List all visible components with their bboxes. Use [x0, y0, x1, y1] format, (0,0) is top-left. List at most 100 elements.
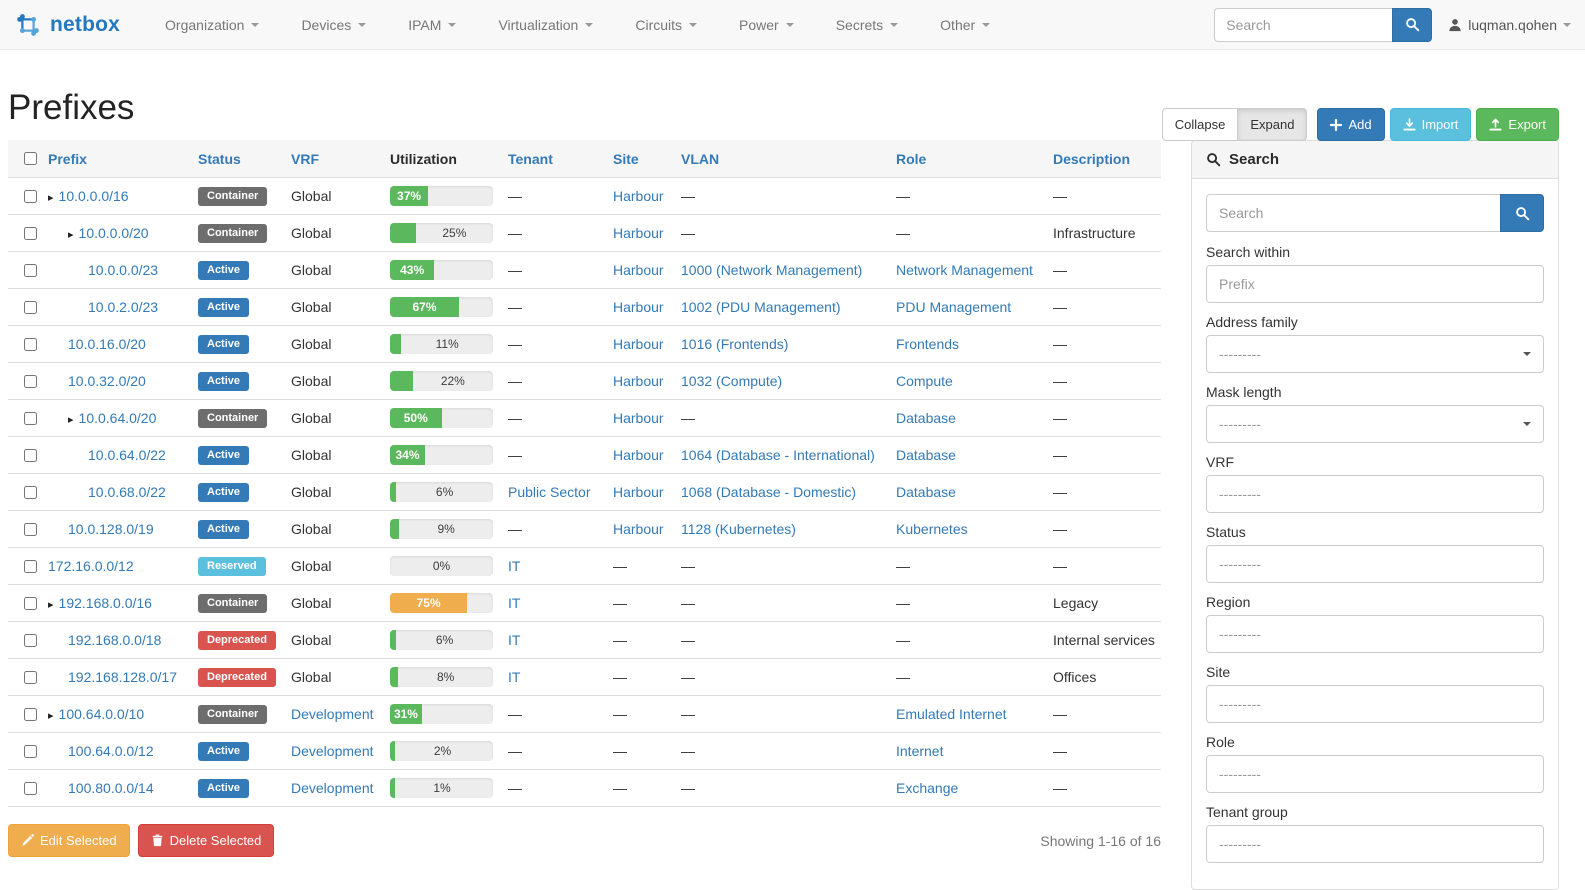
- prefix-link[interactable]: 10.0.16.0/20: [68, 336, 146, 352]
- prefix-link[interactable]: 10.0.64.0/20: [78, 410, 157, 426]
- prefix-link[interactable]: 172.16.0.0/12: [48, 558, 134, 574]
- role-link[interactable]: Exchange: [896, 780, 959, 796]
- row-checkbox[interactable]: [24, 485, 37, 499]
- vlan-link[interactable]: 1002 (PDU Management): [681, 299, 841, 315]
- role-link[interactable]: PDU Management: [896, 299, 1012, 315]
- global-search-button[interactable]: [1392, 7, 1433, 42]
- select-all-checkbox[interactable]: [24, 152, 37, 165]
- site-link[interactable]: Harbour: [613, 373, 664, 389]
- role-link[interactable]: Kubernetes: [896, 521, 968, 537]
- row-checkbox[interactable]: [24, 189, 37, 203]
- role-link[interactable]: Emulated Internet: [896, 706, 1007, 722]
- column-header-prefix[interactable]: Prefix: [40, 140, 190, 178]
- brand-home-link[interactable]: netbox: [14, 11, 120, 39]
- expand-caret-icon[interactable]: ▸: [68, 414, 74, 426]
- site-link[interactable]: Harbour: [613, 410, 664, 426]
- vrf-link[interactable]: Development: [291, 743, 374, 759]
- nav-menu-secrets[interactable]: Secrets: [815, 0, 919, 50]
- filter-select-mask-length[interactable]: ---------: [1206, 405, 1544, 443]
- row-checkbox[interactable]: [24, 522, 37, 536]
- filter-select-address-family[interactable]: ---------: [1206, 335, 1544, 373]
- role-link[interactable]: Database: [896, 484, 956, 500]
- column-header-status[interactable]: Status: [190, 140, 283, 178]
- row-checkbox[interactable]: [24, 226, 37, 240]
- nav-menu-other[interactable]: Other: [919, 0, 1011, 50]
- row-checkbox[interactable]: [24, 374, 37, 388]
- prefix-link[interactable]: 192.168.0.0/16: [58, 595, 152, 611]
- column-header-description[interactable]: Description: [1045, 140, 1161, 178]
- row-checkbox[interactable]: [24, 448, 37, 462]
- global-search-input[interactable]: [1214, 7, 1393, 42]
- row-checkbox[interactable]: [24, 559, 37, 573]
- user-menu[interactable]: luqman.qohen: [1448, 17, 1571, 33]
- role-link[interactable]: Database: [896, 410, 956, 426]
- vlan-link[interactable]: 1000 (Network Management): [681, 262, 863, 278]
- site-link[interactable]: Harbour: [613, 262, 664, 278]
- nav-menu-organization[interactable]: Organization: [144, 0, 280, 50]
- role-link[interactable]: Internet: [896, 743, 944, 759]
- expand-caret-icon[interactable]: ▸: [68, 229, 74, 241]
- prefix-link[interactable]: 100.80.0.0/14: [68, 780, 154, 796]
- nav-menu-circuits[interactable]: Circuits: [614, 0, 718, 50]
- filter-select-tenant-group[interactable]: ---------: [1206, 825, 1544, 863]
- filter-select-vrf[interactable]: ---------: [1206, 475, 1544, 513]
- role-link[interactable]: Compute: [896, 373, 953, 389]
- row-checkbox[interactable]: [24, 411, 37, 425]
- role-link[interactable]: Frontends: [896, 336, 960, 352]
- filter-select-status[interactable]: ---------: [1206, 545, 1544, 583]
- prefix-link[interactable]: 100.64.0.0/12: [68, 743, 154, 759]
- column-header-vlan[interactable]: VLAN: [673, 140, 888, 178]
- prefix-link[interactable]: 10.0.68.0/22: [88, 484, 166, 500]
- row-checkbox[interactable]: [24, 263, 37, 277]
- vlan-link[interactable]: 1064 (Database - International): [681, 447, 875, 463]
- vrf-link[interactable]: Development: [291, 780, 374, 796]
- vlan-link[interactable]: 1068 (Database - Domestic): [681, 484, 857, 500]
- nav-menu-ipam[interactable]: IPAM: [387, 0, 477, 50]
- site-link[interactable]: Harbour: [613, 484, 664, 500]
- column-header-vrf[interactable]: VRF: [283, 140, 382, 178]
- role-link[interactable]: Database: [896, 447, 956, 463]
- prefix-link[interactable]: 10.0.64.0/22: [88, 447, 166, 463]
- site-link[interactable]: Harbour: [613, 521, 664, 537]
- edit-selected-button[interactable]: Edit Selected: [8, 824, 130, 857]
- import-button[interactable]: Import: [1389, 108, 1472, 141]
- expand-caret-icon[interactable]: ▸: [48, 599, 54, 611]
- prefix-link[interactable]: 10.0.32.0/20: [68, 373, 146, 389]
- row-checkbox[interactable]: [24, 781, 37, 795]
- prefix-link[interactable]: 10.0.0.0/16: [58, 188, 129, 204]
- filter-input-search-within[interactable]: [1206, 265, 1544, 303]
- filter-select-site[interactable]: ---------: [1206, 685, 1544, 723]
- expand-caret-icon[interactable]: ▸: [48, 710, 54, 722]
- row-checkbox[interactable]: [24, 300, 37, 314]
- expand-caret-icon[interactable]: ▸: [48, 192, 54, 204]
- filter-select-region[interactable]: ---------: [1206, 615, 1544, 653]
- tenant-link[interactable]: IT: [508, 595, 521, 611]
- tenant-link[interactable]: IT: [508, 632, 521, 648]
- row-checkbox[interactable]: [24, 633, 37, 647]
- prefix-link[interactable]: 100.64.0.0/10: [58, 706, 145, 722]
- vlan-link[interactable]: 1032 (Compute): [681, 373, 783, 389]
- column-header-site[interactable]: Site: [605, 140, 673, 178]
- prefix-link[interactable]: 192.168.0.0/18: [68, 632, 162, 648]
- site-link[interactable]: Harbour: [613, 299, 664, 315]
- tenant-link[interactable]: IT: [508, 669, 521, 685]
- prefix-link[interactable]: 10.0.128.0/19: [68, 521, 154, 537]
- row-checkbox[interactable]: [24, 744, 37, 758]
- nav-menu-devices[interactable]: Devices: [280, 0, 387, 50]
- site-link[interactable]: Harbour: [613, 336, 664, 352]
- tenant-link[interactable]: IT: [508, 558, 521, 574]
- vrf-link[interactable]: Development: [291, 706, 374, 722]
- delete-selected-button[interactable]: Delete Selected: [137, 824, 275, 857]
- filter-search-button[interactable]: [1500, 194, 1544, 232]
- tenant-link[interactable]: Public Sector: [508, 484, 591, 500]
- prefix-link[interactable]: 10.0.0.0/20: [78, 225, 149, 241]
- filter-select-role[interactable]: ---------: [1206, 755, 1544, 793]
- row-checkbox[interactable]: [24, 670, 37, 684]
- column-header-role[interactable]: Role: [888, 140, 1045, 178]
- collapse-button[interactable]: Collapse: [1161, 108, 1239, 141]
- site-link[interactable]: Harbour: [613, 447, 664, 463]
- site-link[interactable]: Harbour: [613, 188, 664, 204]
- expand-button[interactable]: Expand: [1237, 108, 1308, 141]
- filter-search-input[interactable]: [1206, 194, 1500, 232]
- prefix-link[interactable]: 10.0.0.0/23: [88, 262, 159, 278]
